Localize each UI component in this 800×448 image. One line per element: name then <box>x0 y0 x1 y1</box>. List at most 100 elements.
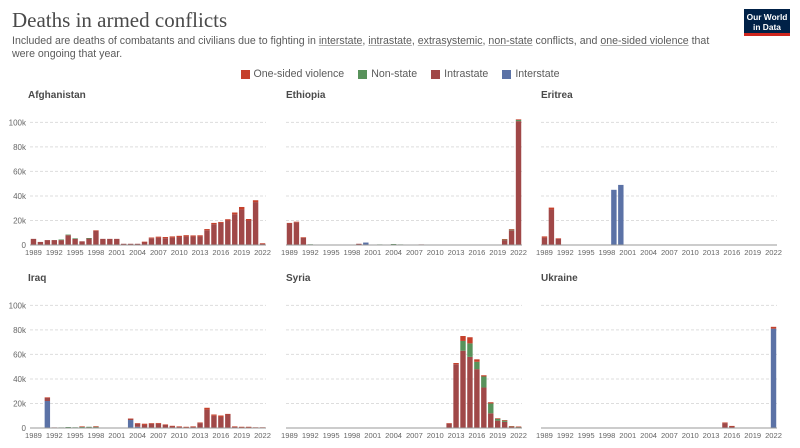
x-tick-label-ethiopia: 1992 <box>302 248 319 257</box>
x-tick-label-ukraine: 2013 <box>703 431 720 440</box>
bar-iraq-2004-one-sided-violence <box>134 423 141 424</box>
bar-eritrea-1990-intrastate <box>548 209 555 245</box>
bar-syria-2012-one-sided-violence <box>446 423 452 424</box>
bar-iraq-1991-interstate <box>44 401 51 428</box>
bar-syria-2017-one-sided-violence <box>481 375 487 377</box>
x-tick-label-iraq: 2001 <box>108 431 125 440</box>
bar-ethiopia-2000-interstate <box>363 242 369 245</box>
bar-afghanistan-2005-intrastate <box>141 241 148 245</box>
x-tick-label-iraq: 2010 <box>171 431 188 440</box>
bar-ethiopia-2022-one-sided-violence <box>515 119 522 120</box>
x-tick-label-eritrea: 1989 <box>536 248 553 257</box>
bar-ethiopia-1990-intrastate <box>293 222 300 245</box>
x-tick-label-syria: 2007 <box>406 431 423 440</box>
x-tick-label-iraq: 1998 <box>87 431 104 440</box>
owid-logo[interactable]: Our World in Data <box>744 9 790 36</box>
subtitle-link-interstate[interactable]: interstate <box>318 35 363 47</box>
bar-syria-2020-one-sided-violence <box>501 420 508 421</box>
bar-iraq-2016-intrastate <box>218 416 224 428</box>
subtitle-text: conflicts, and <box>532 35 601 47</box>
subtitle-link-intrastate[interactable]: intrastate <box>368 35 412 47</box>
bar-afghanistan-1998-intrastate <box>93 230 99 245</box>
x-tick-label-syria: 2004 <box>385 431 402 440</box>
bar-ukraine-2016-intrastate <box>729 426 735 428</box>
bar-iraq-2005-one-sided-violence <box>141 423 148 425</box>
bar-ethiopia-2020-one-sided-violence <box>501 238 508 240</box>
legend-item-interstate[interactable]: Interstate <box>502 68 559 80</box>
bar-ethiopia-1991-one-sided-violence <box>300 237 307 238</box>
x-tick-label-eritrea: 2016 <box>723 248 740 257</box>
bar-iraq-2010-one-sided-violence <box>176 426 182 428</box>
bar-eritrea-1989-one-sided-violence <box>541 236 548 238</box>
chart-title: Deaths in armed conflicts <box>12 8 228 32</box>
bar-eritrea-1989-intrastate <box>541 237 548 245</box>
legend-item-intrastate[interactable]: Intrastate <box>431 68 488 80</box>
bar-ukraine-2015-intrastate <box>722 423 728 428</box>
x-tick-label-iraq: 1995 <box>67 431 84 440</box>
x-tick-label-afghanistan: 2013 <box>192 248 209 257</box>
bar-afghanistan-2009-intrastate <box>169 237 176 245</box>
legend-item-non-state[interactable]: Non-state <box>358 68 417 80</box>
bar-eritrea-1999-interstate <box>611 189 617 245</box>
bar-afghanistan-2021-intrastate <box>252 202 259 245</box>
bar-afghanistan-2012-one-sided-violence <box>190 235 196 237</box>
x-tick-label-eritrea: 2001 <box>619 248 636 257</box>
bar-iraq-2004-intrastate <box>134 423 141 427</box>
bar-afghanistan-2013-one-sided-violence <box>197 235 203 237</box>
bar-afghanistan-2001-intrastate <box>114 238 120 245</box>
bar-afghanistan-2006-one-sided-violence <box>148 237 155 239</box>
bar-afghanistan-1992-intrastate <box>51 240 58 245</box>
bar-syria-2022-one-sided-violence <box>515 426 522 428</box>
bar-afghanistan-2013-intrastate <box>197 236 203 245</box>
subtitle-text: that were ongoing that year. <box>12 35 710 60</box>
y-tick-label-afghanistan: 20k <box>13 216 27 225</box>
x-tick-label-ethiopia: 2004 <box>385 248 402 257</box>
x-tick-label-syria: 2001 <box>364 431 381 440</box>
legend-label-non-state: Non-state <box>371 68 418 80</box>
bar-syria-2015-intrastate <box>467 356 473 428</box>
subtitle-link-extrasystemic[interactable]: extrasystemic <box>417 35 483 47</box>
legend-label-intrastate: Intrastate <box>444 68 489 80</box>
bar-iraq-1994-non-state <box>65 427 71 428</box>
panel-title-iraq: Iraq <box>28 273 46 284</box>
bar-afghanistan-2017-intrastate <box>225 220 231 245</box>
bar-eritrea-1991-one-sided-violence <box>555 238 562 239</box>
bar-afghanistan-2022-one-sided-violence <box>259 243 266 244</box>
x-tick-label-afghanistan: 2022 <box>254 248 271 257</box>
bar-iraq-2018-intrastate <box>232 426 238 428</box>
bar-iraq-1996-non-state <box>79 426 85 428</box>
bar-iraq-2020-one-sided-violence <box>245 426 252 428</box>
bar-ethiopia-2021-intrastate <box>508 230 515 245</box>
bar-iraq-2008-one-sided-violence <box>162 424 169 426</box>
x-tick-label-syria: 1989 <box>281 431 298 440</box>
bar-iraq-1991-one-sided-violence <box>44 397 51 398</box>
bar-afghanistan-2008-intrastate <box>162 238 169 245</box>
bar-iraq-2003-one-sided-violence <box>127 418 134 420</box>
bar-iraq-1997-non-state <box>86 426 92 428</box>
bar-afghanistan-1993-intrastate <box>58 240 64 245</box>
legend-item-one-sided-violence[interactable]: One-sided violence <box>240 68 344 80</box>
bar-afghanistan-2007-intrastate <box>155 237 162 245</box>
x-tick-label-ethiopia: 2001 <box>364 248 381 257</box>
x-tick-label-iraq: 2022 <box>254 431 271 440</box>
bar-afghanistan-2020-one-sided-violence <box>245 219 252 221</box>
bar-iraq-1998-non-state <box>93 426 99 428</box>
x-tick-label-iraq: 2013 <box>192 431 209 440</box>
x-tick-label-syria: 2013 <box>448 431 465 440</box>
bar-afghanistan-1997-non-state <box>86 238 92 239</box>
bar-iraq-2005-intrastate <box>141 424 148 428</box>
bar-afghanistan-1997-intrastate <box>86 238 92 245</box>
panel-afghanistan: Afghanistan 0 20k 40k 60k 80k 100k 1989 1992 1995… <box>9 90 271 257</box>
bar-ethiopia-1991-intrastate <box>300 237 307 245</box>
bar-afghanistan-1995-non-state <box>72 238 78 239</box>
x-tick-label-syria: 2022 <box>510 431 527 440</box>
subtitle-link-one-sided-violence[interactable]: one-sided violence <box>600 35 689 47</box>
x-tick-label-iraq: 2016 <box>212 431 229 440</box>
x-tick-label-ethiopia: 1989 <box>281 248 298 257</box>
bar-syria-2017-intrastate <box>481 387 487 428</box>
bar-afghanistan-2006-intrastate <box>148 238 155 245</box>
subtitle-link-non-state[interactable]: non-state <box>488 35 533 47</box>
bar-syria-2012-intrastate <box>446 423 452 428</box>
bar-syria-2017-non-state <box>481 376 487 388</box>
